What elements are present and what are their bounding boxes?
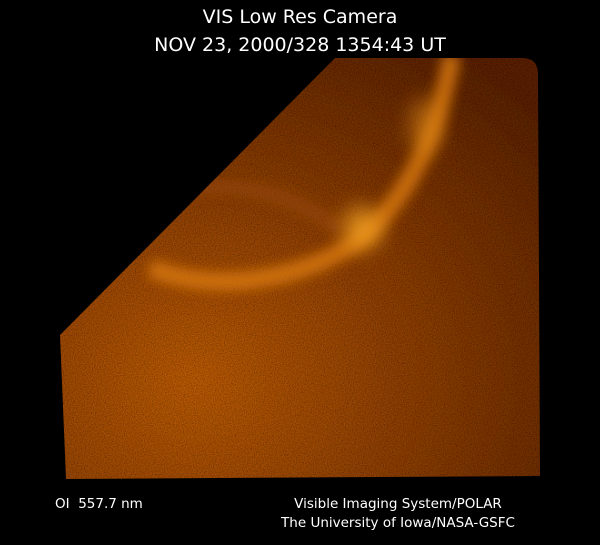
filter-label: OI 557.7 nm [55, 496, 143, 512]
title: VIS Low Res Camera [203, 6, 398, 28]
bright-spot [409, 97, 441, 153]
credit: Visible Imaging System/POLAR [294, 496, 502, 512]
credit: The University of Iowa/NASA-GSFC [280, 515, 515, 531]
timestamp: NOV 23, 2000/328 1354:43 UT [154, 34, 446, 56]
bright-spot [342, 206, 382, 250]
camera-image [60, 58, 540, 479]
